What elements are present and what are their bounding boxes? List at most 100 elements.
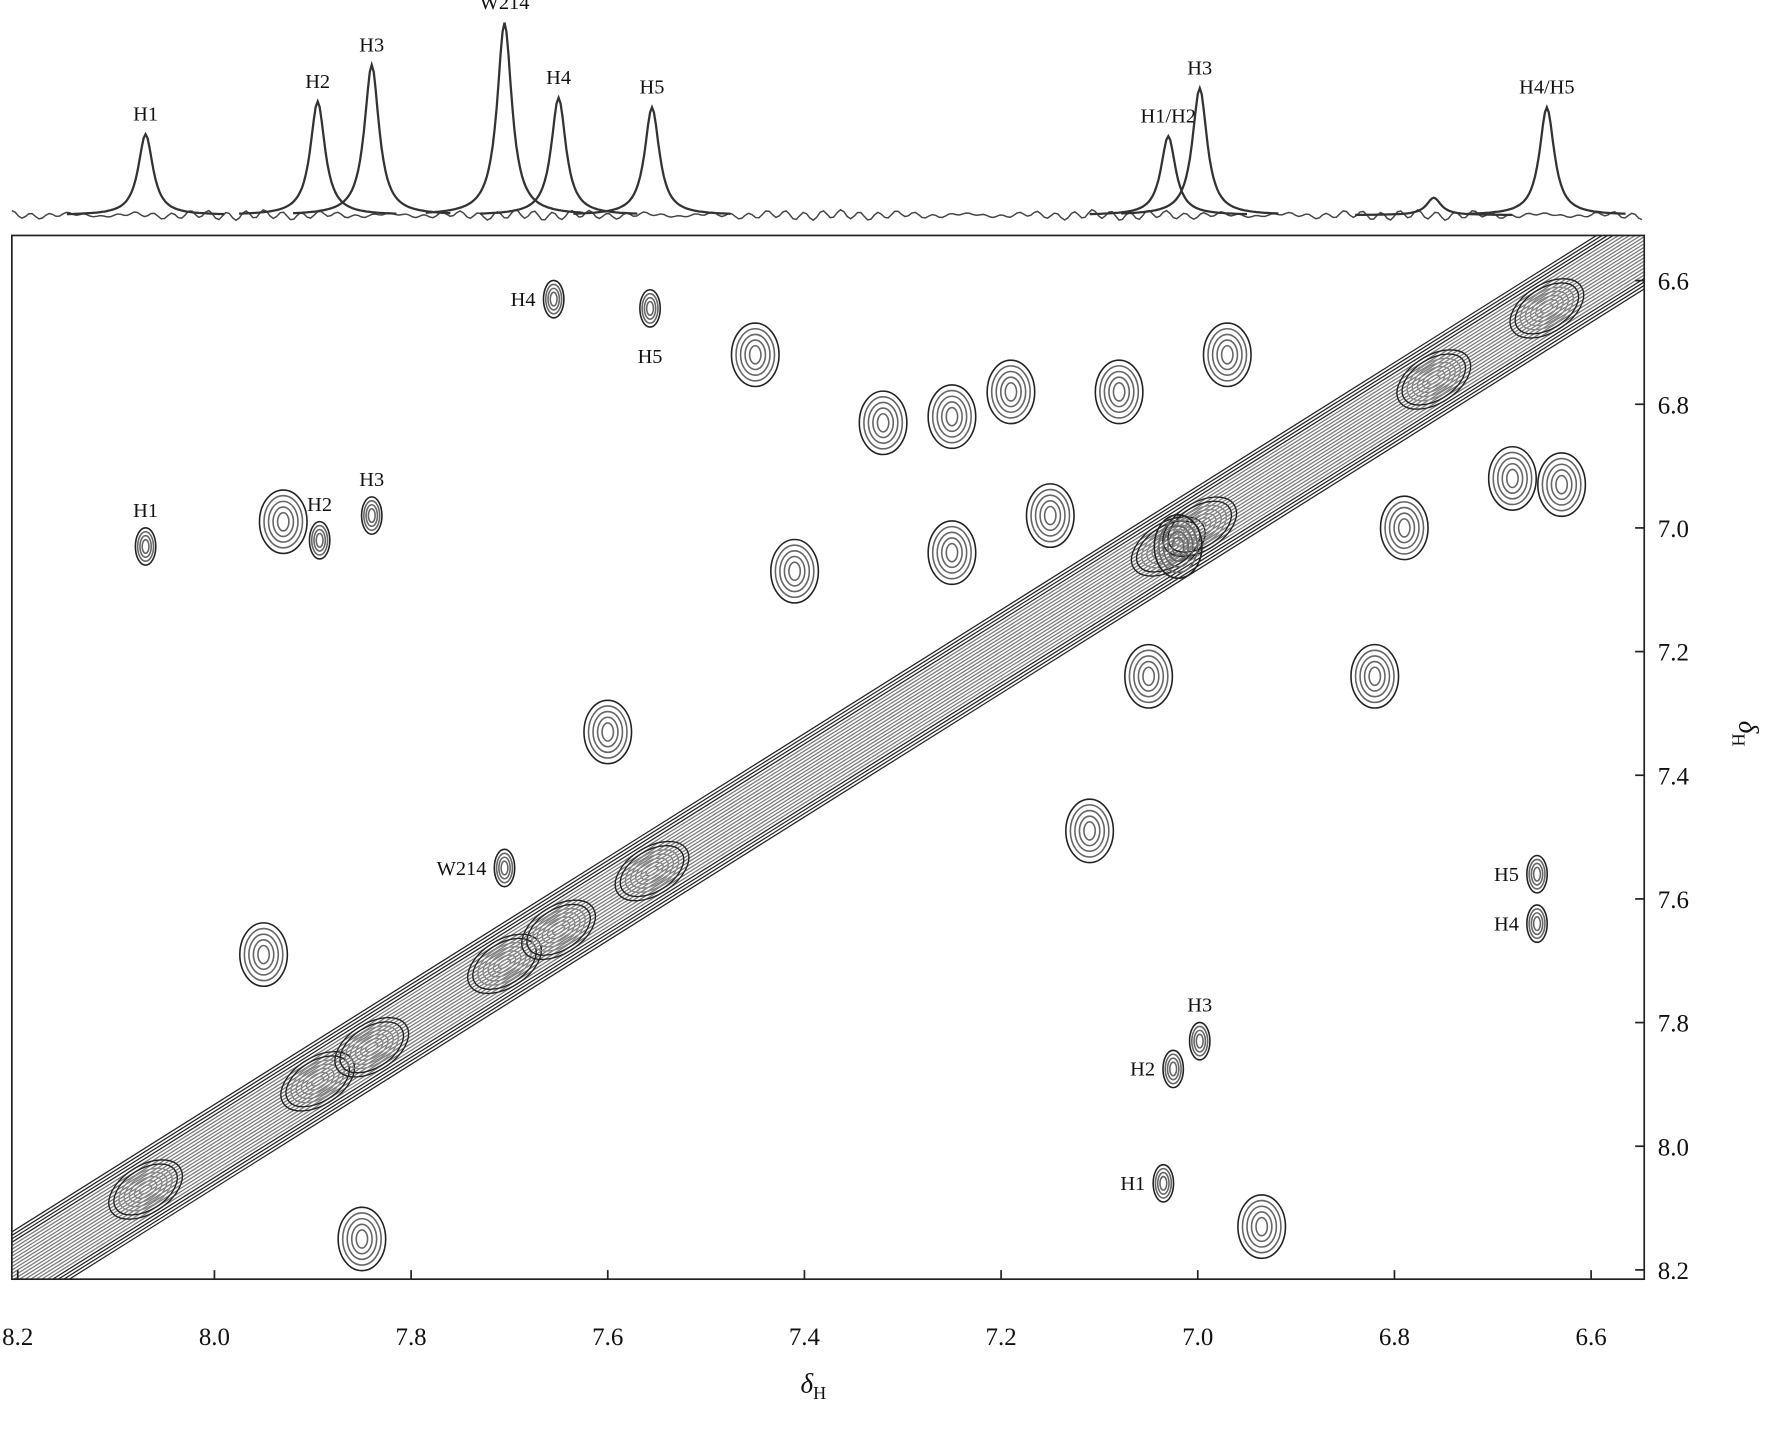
diagonal-peak-contour [354,1033,389,1061]
cross-peak-contour [1368,666,1382,687]
cross-peak [1124,643,1174,709]
diagonal-peak-contour [128,1175,163,1204]
y-axis-label: δH [1729,721,1764,747]
cross-peak-contour [500,860,509,876]
diagonal-peak-contour [1514,282,1580,335]
cross-peak-contour [350,1223,373,1255]
plot-frame [10,234,1646,1281]
cross-peak-contour [257,944,271,965]
cross-peak-contour [549,291,558,307]
cross-peak-label: H5 [638,346,663,368]
cross-peak-contour [1193,1029,1207,1053]
cross-peak-contour [990,365,1031,419]
cross-peak [858,390,908,456]
diagonal-peak-contour [1161,541,1175,552]
cross-peak-contour [360,496,383,536]
cross-peak [986,359,1036,425]
diagonal-peak-contour [1172,504,1227,549]
diagonal-peak-contour [1416,365,1451,394]
cross-peak-contour [1156,1171,1170,1195]
diagonal-peak-contour [1401,353,1467,406]
spectrum-peak [1089,133,1247,216]
cross-peak-contour [1530,912,1544,936]
diagonal-peak-contour [1427,374,1441,385]
cross-peak-contour [1158,519,1199,574]
cross-peak-contour [730,322,780,388]
cross-peak-contour [927,384,977,450]
cross-peak-contour [1546,463,1578,506]
cross-peak-contour [596,716,619,748]
diagonal-peak-contour [365,1042,379,1053]
diagonal-peak-contour [300,1067,335,1095]
cross-peak-contour [1359,655,1391,698]
cross-peak-contour [1207,327,1248,382]
cross-peak-contour [587,705,628,759]
cross-peak-contour [1397,518,1411,538]
cross-peak [1202,322,1252,388]
diagonal-peak-contour [1396,349,1472,410]
cross-peak-contour [1137,660,1160,692]
cross-peak [308,520,331,560]
cross-peak-contour [1241,1199,1282,1254]
cross-peak-contour [1108,376,1131,408]
spectrum: H1 H2 H3 W214 H4 H5 H1/H2 H3 H4/H5 [11,0,1643,222]
cross-peak-contour [645,300,655,317]
cross-peak-contour [1030,488,1071,543]
diagonal-peak-contour [1509,278,1585,339]
cross-peak-contour [739,333,771,376]
diagonal-contour [62,284,1645,1280]
cross-peak-contour [735,327,776,382]
cross-peak-contour [1195,1033,1204,1049]
cross-peak-contour [498,856,511,880]
cross-peak-contour [945,406,959,427]
cross-peak-contour [1526,854,1549,894]
x-tick-label: 7.8 [396,1324,427,1351]
cross-peak-contour [1550,469,1573,501]
cross-peak [1487,445,1538,511]
cross-peak-label: H4 [1494,913,1519,935]
cross-peak-contour [1069,804,1110,858]
cross-peak [927,520,977,586]
diagonal-contour [11,235,1620,1247]
cross-peak [730,322,780,388]
cross-peak [583,699,633,765]
cross-peak-contour [1025,483,1075,549]
cross-peak [1065,798,1115,864]
diagonal-contour [11,235,1598,1233]
cross-peak-contour [1530,862,1544,886]
diagonal-peak-contour [635,857,669,885]
cross-peak-label: H3 [359,469,384,491]
cross-peak-contour [1094,359,1144,425]
diagonal-peak [521,899,597,961]
cross-peak-contour [986,359,1036,425]
cross-peak-contour [1501,462,1524,494]
diagonal-peak-contour [541,916,576,944]
cross-peak-contour [310,524,329,556]
cross-peak-contour [872,407,895,439]
diagonal-peak [1396,349,1472,410]
cross-peak-contour [863,395,904,450]
x-label-symbol: δ [800,1368,813,1398]
cross-peak-contour [315,532,324,548]
cross-peak-contour [1099,365,1140,419]
cross-peak-contour [1202,322,1252,388]
x-axis-label: δH [800,1368,826,1403]
cross-peak-contour [583,699,633,765]
cross-peak-contour [363,500,381,532]
cross-peak-contour [1171,536,1185,557]
diagonal-peak-contour [310,1076,325,1087]
cross-peak-contour [779,550,811,593]
diagonal-peak-contour [138,1184,153,1195]
diagonal-peak [334,1017,410,1078]
diagonal-peak-contour [624,849,680,894]
diagonal-peak-contour [1540,303,1554,314]
cross-peak-contour [774,544,815,599]
cross-peak-contour [1505,468,1519,489]
cross-peak-contour [936,395,968,438]
cross-peak-contour [1220,344,1234,365]
diagonal-contour [11,235,1631,1254]
cross-peak-contour [355,1229,369,1249]
peak-label: H4 [546,67,571,89]
cross-peak-contour [1142,666,1156,687]
